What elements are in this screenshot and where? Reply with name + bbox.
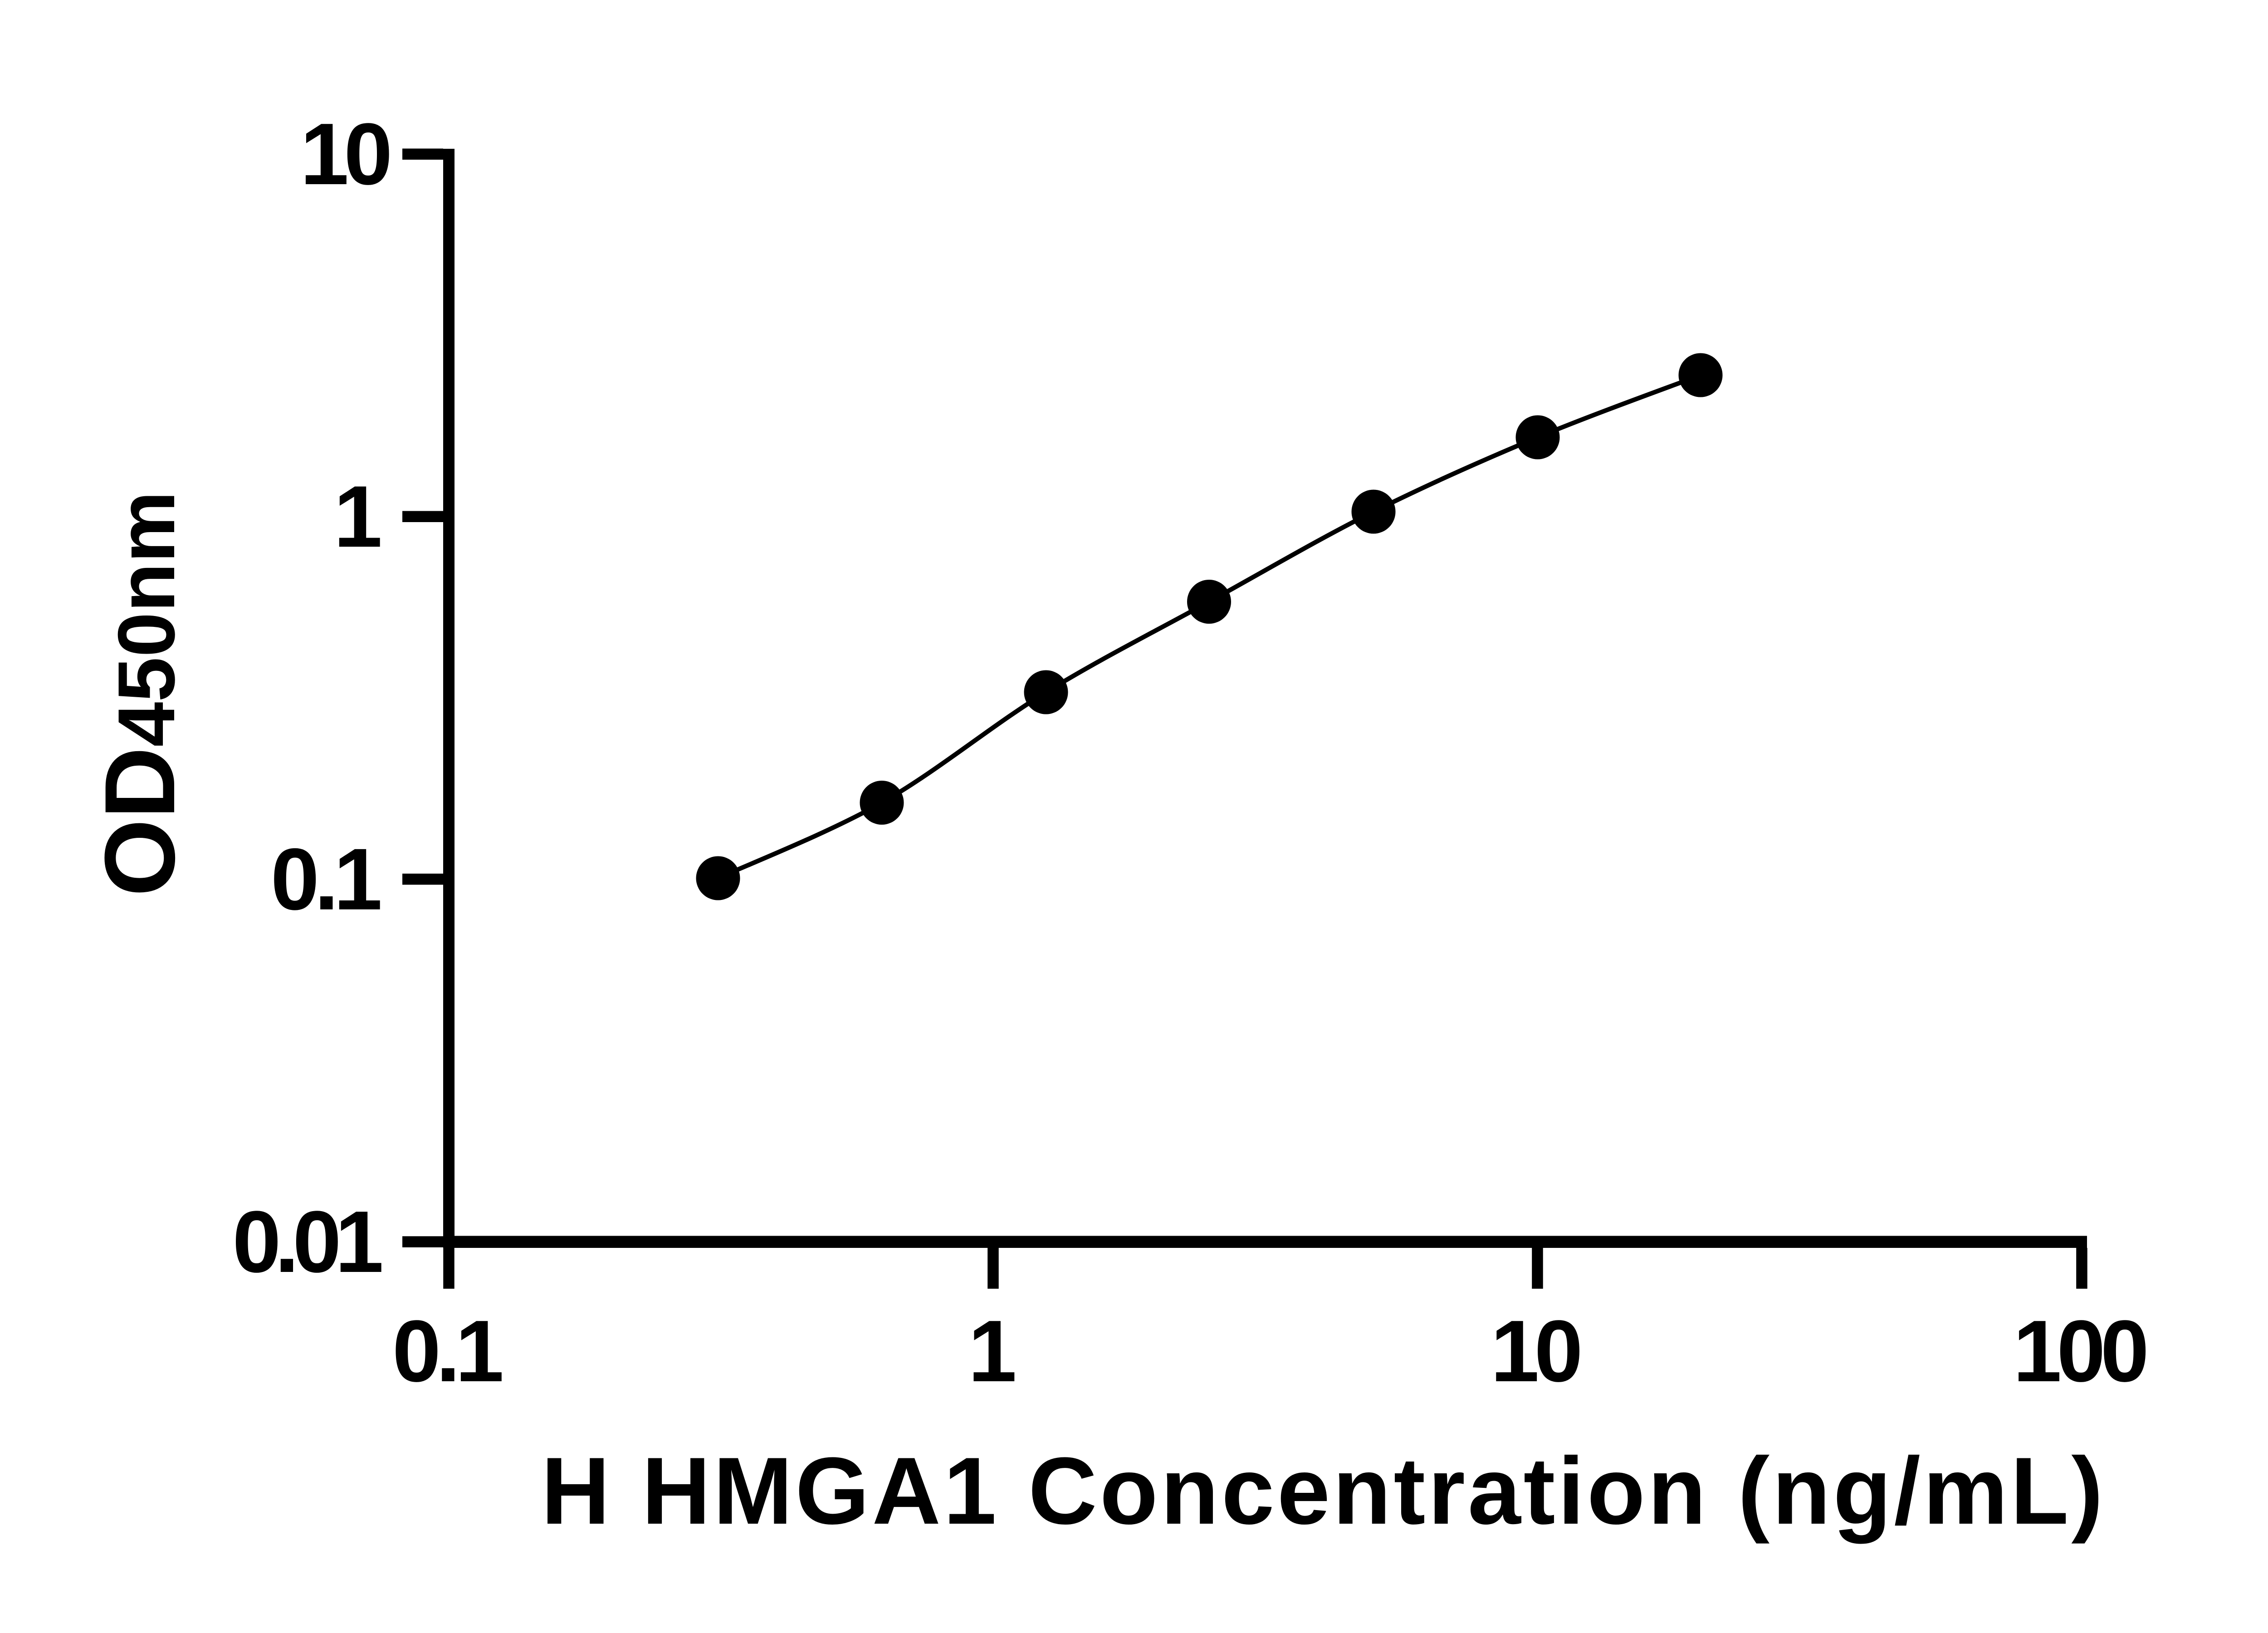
svg-text:H HMGA1 Concentration (ng/mL): H HMGA1 Concentration (ng/mL) xyxy=(541,1437,2106,1544)
svg-text:0.1: 0.1 xyxy=(271,830,380,928)
svg-text:10: 10 xyxy=(1491,1302,1579,1400)
svg-text:OD450nm: OD450nm xyxy=(84,491,196,897)
svg-text:0.1: 0.1 xyxy=(392,1302,502,1400)
svg-text:10: 10 xyxy=(300,105,389,203)
svg-text:0.01: 0.01 xyxy=(232,1193,381,1291)
svg-text:1: 1 xyxy=(968,1302,1014,1400)
svg-text:1: 1 xyxy=(334,467,380,565)
svg-text:100: 100 xyxy=(2013,1302,2146,1400)
